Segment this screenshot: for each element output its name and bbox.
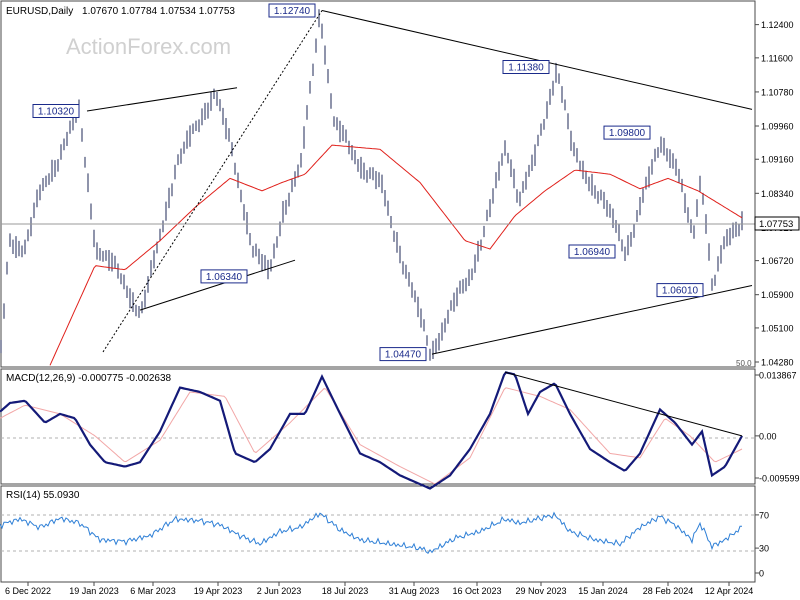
ohlc-label: 1.07670 1.07784 1.07534 1.07753 (82, 6, 235, 17)
x-tick-label: 12 Apr 2024 (705, 586, 754, 596)
price-series (0, 9, 743, 361)
price-label: 1.09800 (609, 128, 646, 139)
price-tick-label: 1.06720 (761, 256, 794, 266)
macd-tick-label: 0.00 (759, 431, 777, 441)
rsi-series (0, 511, 742, 555)
price-label-box (32, 104, 80, 118)
price-tick-label: 1.04280 (761, 358, 794, 368)
current-price-label: 1.07753 (759, 219, 793, 230)
price-labels: 1.12740 1.11380 1.10320 1.09800 1.06940 1.063… (32, 3, 704, 362)
trendline (139, 259, 296, 311)
price-tick-label: 1.11600 (761, 53, 793, 63)
current-price-box (754, 216, 800, 231)
price-label-box (568, 244, 616, 259)
macd-signal-line (0, 387, 743, 485)
rsi-axis: 70 30 0 (755, 510, 769, 579)
macd-tick-label: -0.009599 (759, 474, 800, 484)
price-tick-label: 1.12400 (761, 20, 794, 30)
price-label-box (200, 269, 248, 284)
price-label: 1.12740 (274, 6, 311, 17)
rsi-line (0, 511, 742, 555)
symbol-label: EURUSD,Daily (6, 6, 73, 17)
watermark: ActionForex.com (66, 34, 231, 59)
trendline (321, 10, 753, 110)
x-tick-label: 31 Aug 2023 (389, 586, 440, 596)
x-tick-label: 15 Jan 2024 (578, 586, 628, 596)
ma-line (49, 144, 743, 366)
price-tick-label: 1.10780 (761, 87, 794, 97)
price-tick-label: 1.08340 (761, 189, 794, 199)
trendline (102, 10, 323, 353)
x-axis: 6 Dec 2022 19 Jan 2023 6 Mar 2023 19 Apr 20… (5, 582, 753, 596)
rsi-tick-label: 30 (759, 544, 769, 554)
macd-tick-label: 0.013867 (759, 371, 797, 381)
x-tick-label: 28 Feb 2024 (643, 586, 694, 596)
rsi-title: RSI(14) 55.0930 (6, 490, 80, 501)
trendline (86, 87, 238, 112)
x-tick-label: 19 Apr 2023 (194, 586, 243, 596)
chart-title: EURUSD,Daily 1.07670 1.07784 1.07534 1.0… (6, 6, 235, 17)
x-tick-label: 18 Jul 2023 (322, 586, 369, 596)
trendline (431, 285, 753, 355)
price-label-box (502, 60, 550, 74)
rsi-tick-label: 0 (759, 569, 764, 579)
price-label-box (268, 3, 316, 18)
price-label: 1.06940 (574, 247, 611, 258)
macd-series (0, 371, 743, 490)
price-label: 1.06010 (662, 286, 699, 297)
x-tick-label: 29 Nov 2023 (515, 586, 566, 596)
price-tick-label: 1.09160 (761, 155, 794, 165)
price-label: 1.06340 (206, 272, 243, 283)
price-tick-label: 1.05100 (761, 323, 794, 333)
price-tick-label: 1.09960 (761, 122, 794, 132)
price-label: 1.10320 (38, 107, 75, 118)
price-axis: 1.12400 1.11600 1.10780 1.09960 1.09160 1.083… (755, 20, 794, 368)
price-panel (0, 0, 756, 368)
x-tick-label: 6 Dec 2022 (5, 586, 51, 596)
price-axis-fragment: 50.0 (736, 359, 752, 368)
price-label: 1.04470 (385, 350, 422, 361)
price-label-box (379, 347, 427, 362)
x-tick-label: 6 Mar 2023 (130, 586, 176, 596)
macd-trendline (504, 371, 743, 437)
x-tick-label: 16 Oct 2023 (452, 586, 501, 596)
price-tick-label: 1.05900 (761, 290, 794, 300)
price-label-box (603, 125, 651, 140)
macd-panel (0, 368, 756, 485)
macd-line (0, 371, 743, 490)
moving-average (49, 144, 743, 366)
price-label: 1.11380 (508, 63, 544, 74)
macd-title: MACD(12,26,9) -0.000775 -0.002638 (6, 373, 172, 384)
rsi-tick-label: 70 (759, 510, 769, 520)
x-tick-label: 2 Jun 2023 (257, 586, 302, 596)
macd-trendline-line (504, 371, 743, 437)
price-label-box (656, 283, 704, 298)
x-tick-label: 19 Jan 2023 (69, 586, 119, 596)
macd-axis: 0.013867 0.00 -0.009599 (755, 371, 800, 484)
rsi-panel (0, 485, 756, 583)
